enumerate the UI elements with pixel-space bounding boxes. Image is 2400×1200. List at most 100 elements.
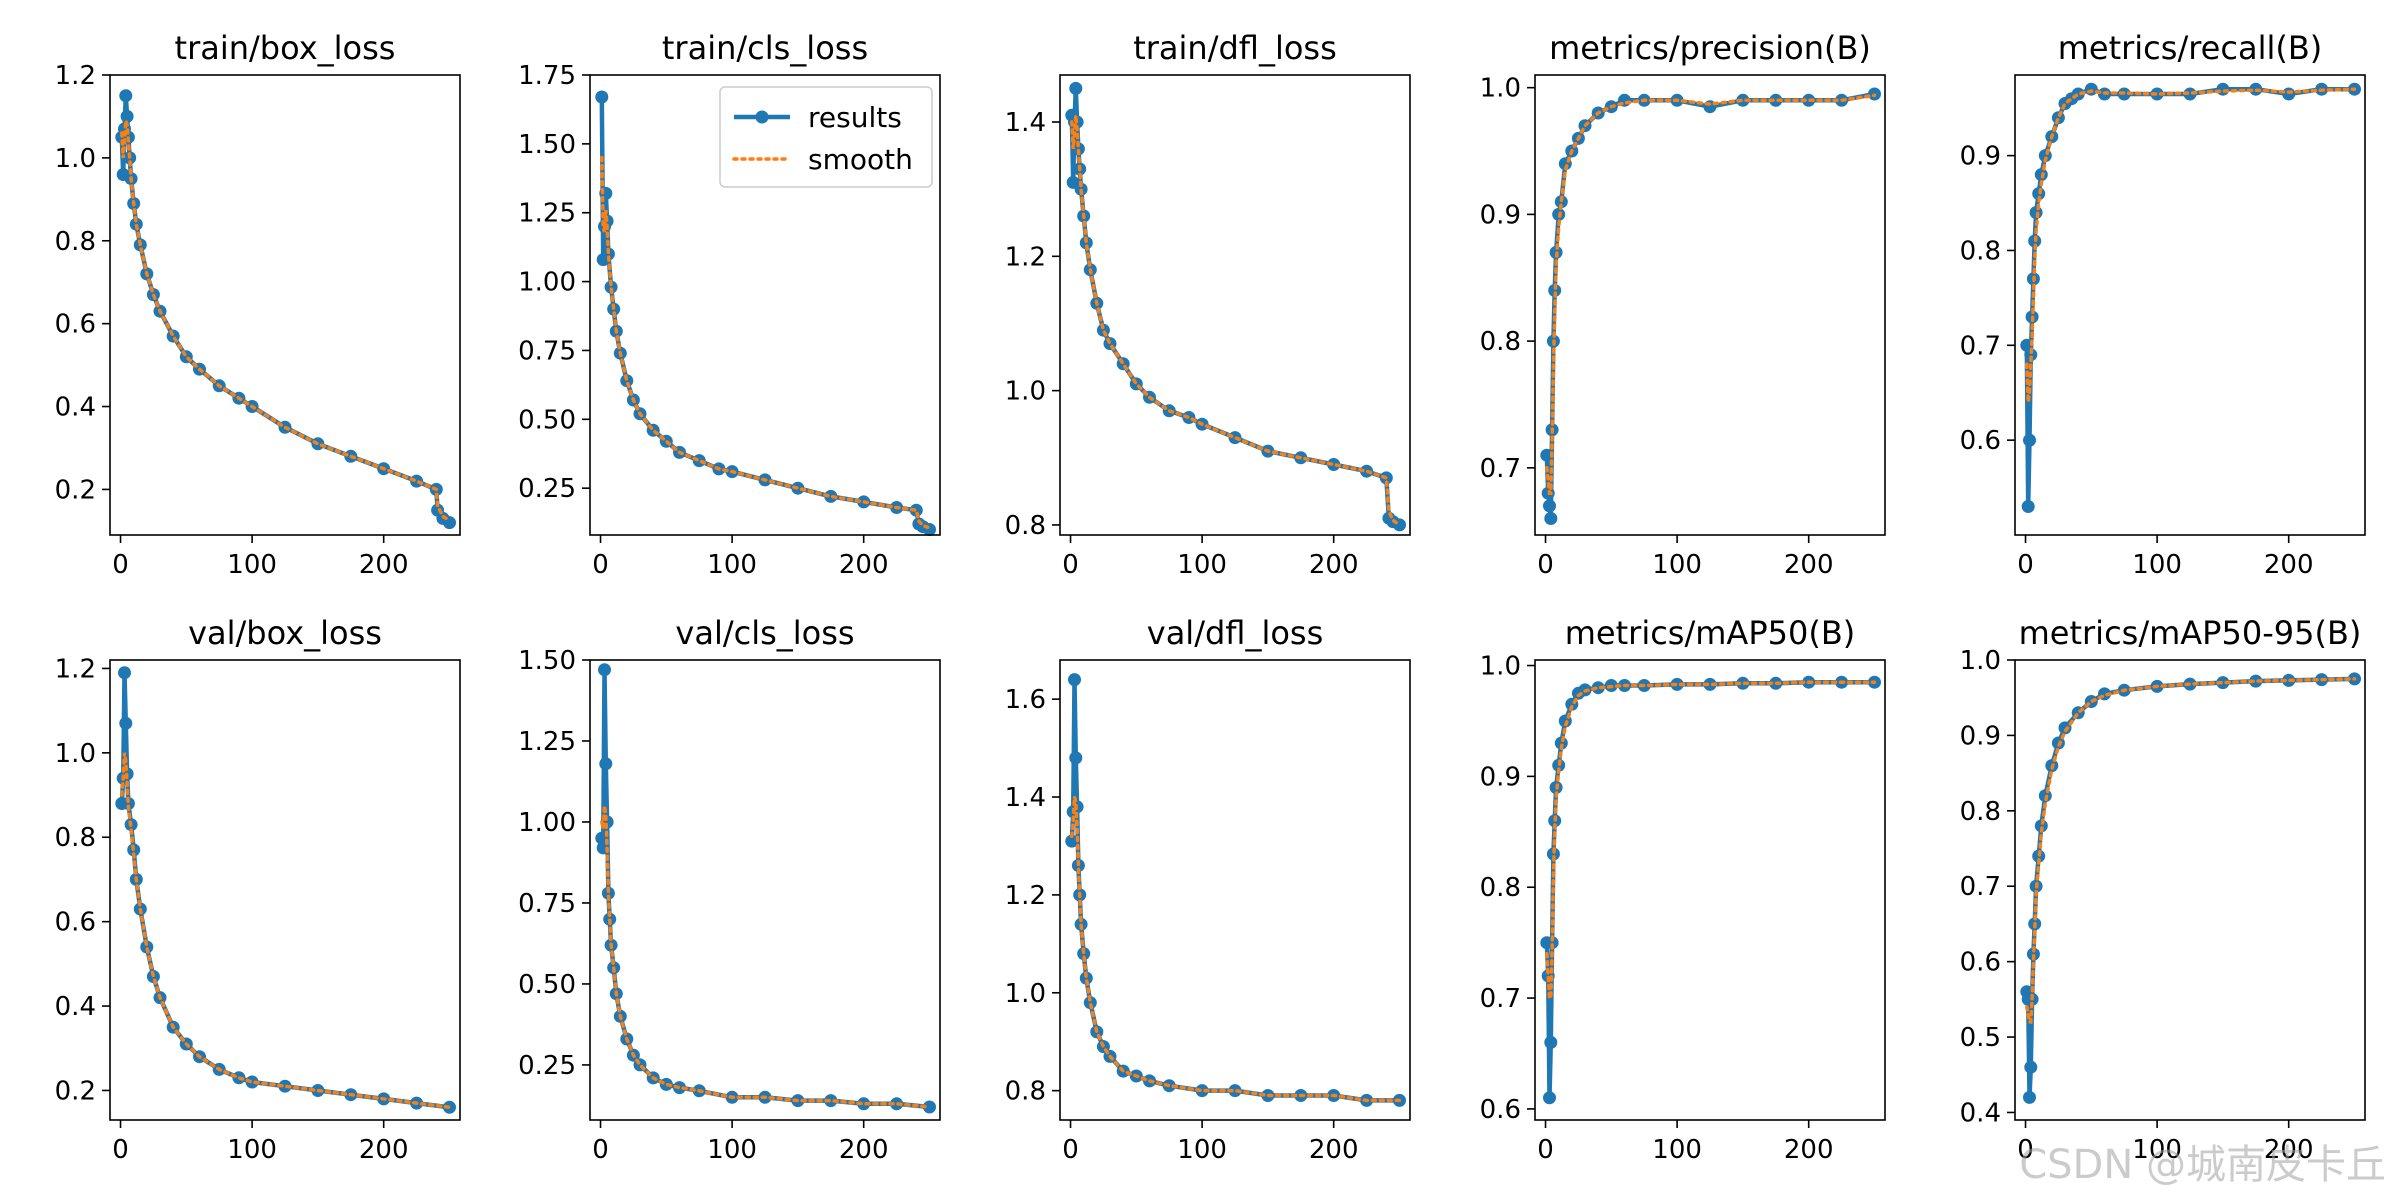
results-point — [620, 374, 634, 388]
chart-panel: train/dfl_loss 0 100 200 0.8 1.0 1.2 1.4 — [1005, 29, 1411, 580]
results-point — [1545, 936, 1559, 950]
x-tick-label: 100 — [2132, 1135, 2182, 1165]
y-tick-label: 0.2 — [55, 1076, 96, 1106]
x-tick-label: 0 — [1537, 550, 1554, 580]
y-tick-label: 0.8 — [55, 227, 96, 257]
results-line — [119, 93, 451, 525]
results-line — [1069, 86, 1401, 527]
plot-frame — [109, 74, 461, 536]
plot-frame — [1059, 74, 1411, 536]
results-point — [1543, 499, 1556, 513]
y-tick-label: 1.75 — [518, 61, 576, 91]
results-point — [2023, 1090, 2036, 1104]
y-tick-label: 0.6 — [55, 908, 96, 938]
y-tick-label: 0.7 — [1960, 331, 2001, 361]
y-tick-label: 1.0 — [1480, 652, 1521, 682]
results-point — [1327, 458, 1341, 471]
chart-title: metrics/mAP50-95(B) — [2019, 614, 2362, 652]
results-line — [2024, 86, 2355, 509]
y-tick-label: 0.6 — [1960, 948, 2001, 978]
x-tick-label: 100 — [707, 550, 757, 580]
smooth-line — [120, 752, 452, 1110]
y-tick-label: 0.8 — [1480, 873, 1521, 903]
y-tick-label: 0.9 — [1960, 721, 2001, 751]
results-line — [2024, 676, 2355, 1100]
legend: results smooth — [719, 86, 933, 188]
chart-panel: val/box_loss 0 100 200 0.2 0.4 0.6 0.8 1.0 1.2 — [55, 614, 461, 1165]
y-tick-label: 1.0 — [55, 739, 96, 769]
results-point — [120, 109, 134, 123]
results-point — [1736, 93, 1750, 107]
y-tick-label: 1.50 — [518, 130, 576, 160]
results-point — [2084, 82, 2098, 96]
results-point — [824, 489, 838, 503]
y-tick-label: 0.2 — [55, 475, 96, 505]
chart-panel: train/cls_loss 0 100 200 0.25 0.50 0.75 1.00 1.2… — [518, 29, 941, 580]
results-point — [2216, 82, 2230, 96]
y-tick-label: 1.6 — [1005, 685, 1046, 715]
y-tick-label: 0.9 — [1960, 142, 2001, 172]
results-point — [119, 89, 133, 103]
x-tick-label: 0 — [112, 550, 129, 580]
plot-frame — [1534, 74, 1886, 536]
y-tick-label: 1.0 — [1480, 74, 1521, 104]
y-tick-label: 0.8 — [1480, 327, 1521, 357]
results-point — [2034, 819, 2048, 833]
y-tick-label: 1.0 — [55, 144, 96, 174]
chart-panel: val/dfl_loss 0 100 200 0.8 1.0 1.2 1.4 1.6 — [1005, 614, 1411, 1165]
y-tick-label: 1.25 — [518, 727, 576, 757]
x-tick-label: 100 — [227, 1135, 277, 1165]
chart-title: val/dfl_loss — [1147, 614, 1324, 652]
results-point — [2023, 433, 2036, 447]
smooth-line — [2025, 677, 2357, 1024]
x-tick-label: 200 — [359, 550, 409, 580]
x-tick-label: 100 — [2132, 550, 2182, 580]
y-tick-label: 1.00 — [518, 268, 576, 298]
results-line — [599, 667, 930, 1110]
results-point — [2282, 87, 2296, 101]
chart-title: val/cls_loss — [675, 614, 854, 652]
y-tick-label: 0.8 — [1960, 236, 2001, 266]
smooth-line — [1545, 680, 1877, 1000]
chart-panel: metrics/mAP50(B) 0 100 200 0.6 0.7 0.8 0.9 1.0 — [1480, 614, 1886, 1165]
y-tick-label: 1.0 — [1960, 646, 2001, 676]
x-tick-label: 0 — [2017, 550, 2034, 580]
x-tick-label: 200 — [2264, 550, 2314, 580]
y-tick-label: 0.75 — [518, 889, 576, 919]
y-tick-label: 0.9 — [1480, 762, 1521, 792]
results-point — [1083, 996, 1097, 1010]
chart-title: train/box_loss — [175, 29, 396, 67]
x-tick-label: 100 — [1652, 550, 1702, 580]
y-tick-label: 0.7 — [1480, 454, 1521, 484]
plot-frame — [109, 659, 461, 1121]
smooth-line — [2025, 87, 2357, 403]
legend-box — [719, 86, 933, 188]
results-point — [1228, 1084, 1242, 1098]
smooth-line — [1070, 796, 1402, 1103]
results-point — [1540, 448, 1554, 462]
smooth-line — [600, 155, 932, 530]
y-tick-label: 1.4 — [1005, 783, 1046, 813]
results-point — [1544, 512, 1558, 525]
results-point — [245, 1075, 259, 1089]
y-tick-label: 0.8 — [1005, 511, 1046, 541]
y-tick-label: 0.6 — [1480, 1095, 1521, 1125]
y-tick-label: 0.50 — [518, 970, 576, 1000]
x-tick-label: 0 — [112, 1135, 129, 1165]
results-point — [1591, 681, 1605, 695]
x-tick-label: 0 — [2017, 1135, 2034, 1165]
chart-title: metrics/precision(B) — [1549, 29, 1871, 67]
results-point — [599, 757, 613, 771]
smooth-line — [1070, 115, 1402, 527]
results-point — [2024, 1060, 2038, 1074]
chart-panel: metrics/precision(B) 0 100 200 0.7 0.8 0.9 1.0 — [1480, 29, 1886, 580]
results-line — [1544, 91, 1875, 521]
y-tick-label: 1.2 — [1005, 242, 1046, 272]
x-tick-label: 100 — [1652, 1135, 1702, 1165]
y-tick-label: 1.50 — [518, 646, 576, 676]
plot-frame — [1059, 659, 1411, 1121]
y-tick-label: 0.6 — [55, 310, 96, 340]
y-tick-label: 1.00 — [518, 808, 576, 838]
y-tick-label: 0.4 — [1960, 1098, 2001, 1128]
results-point — [1548, 283, 1562, 297]
